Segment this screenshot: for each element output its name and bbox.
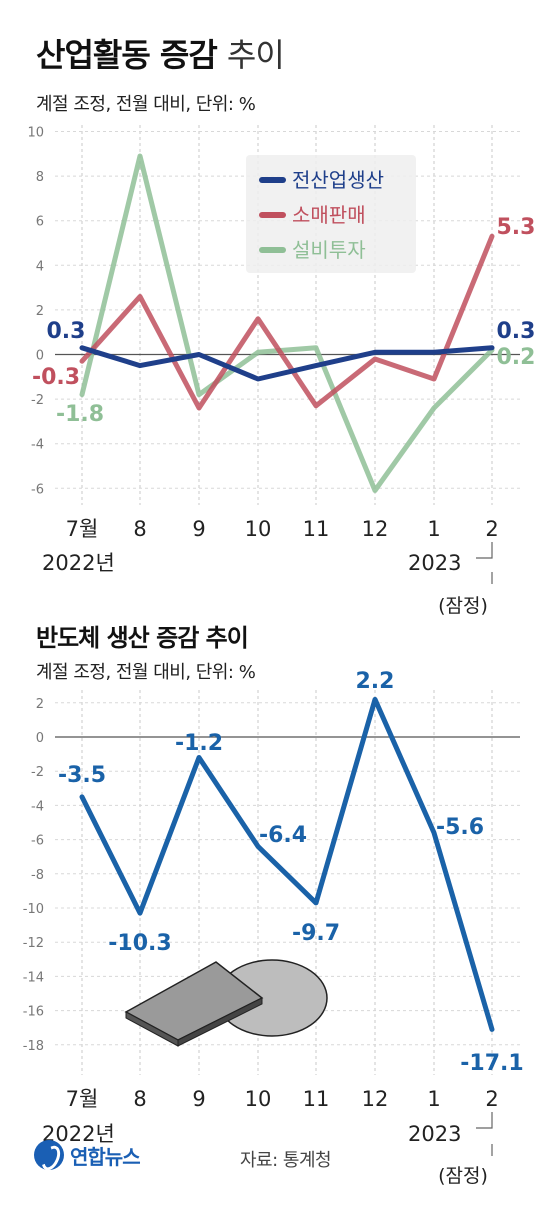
x-tick-label: 12 (362, 1087, 389, 1111)
x-tick-label: 12 (362, 517, 389, 541)
source-text: 자료: 통계청 (240, 1150, 332, 1171)
legend-label: 전산업생산 (292, 168, 384, 192)
y-tick-label: -6 (31, 482, 44, 497)
legend-label: 소매판매 (292, 203, 366, 227)
chart2-title: 반도체 생산 증감 추이 (36, 624, 249, 652)
chart2-subtitle: 계절 조정, 전월 대비, 단위: % (36, 662, 256, 683)
logo-text: 연합뉴스 (70, 1144, 141, 1169)
data-label: -1.2 (175, 731, 223, 756)
data-label: -1.8 (56, 402, 104, 427)
data-label: 2.2 (356, 669, 395, 694)
x-tick-label: 8 (133, 517, 146, 541)
legend-label: 설비투자 (292, 238, 366, 262)
legend-box (246, 155, 416, 273)
x-tick-label: 10 (245, 517, 272, 541)
x-tick-label: 9 (192, 1087, 205, 1111)
yonhap-emblem-icon (34, 1140, 64, 1170)
y-tick-label: -2 (31, 765, 44, 780)
data-label: -5.6 (436, 815, 484, 840)
y-tick-label: 4 (36, 259, 44, 274)
data-label: -17.1 (460, 1051, 523, 1076)
x-tick-label: 9 (192, 517, 205, 541)
data-label: 5.3 (497, 215, 536, 240)
x-tick-label: 8 (133, 1087, 146, 1111)
data-label: 0.3 (47, 319, 86, 344)
x-tick-label: 7월 (66, 517, 99, 541)
provisional-label: (잠정) (438, 1165, 488, 1187)
yonhap-logo: 연합뉴스 (34, 1140, 141, 1170)
y-tick-label: -12 (23, 936, 44, 951)
chart-title: 산업활동 증감 추이 (36, 30, 285, 76)
chart-subtitle: 계절 조정, 전월 대비, 단위: % (36, 94, 256, 115)
data-label: -0.3 (32, 365, 80, 390)
data-label: 0.3 (497, 319, 536, 344)
y-tick-label: -4 (31, 799, 44, 814)
x-tick-label: 2 (485, 517, 498, 541)
y-tick-label: 0 (36, 731, 44, 746)
year-label: 2023 (408, 551, 461, 575)
series-line-0 (79, 345, 495, 382)
y-tick-label: -18 (23, 1039, 44, 1054)
y-tick-label: -2 (31, 393, 44, 408)
data-label: -3.5 (58, 763, 106, 788)
y-tick-label: -16 (23, 1005, 44, 1020)
data-label: -10.3 (108, 931, 171, 956)
y-tick-label: -4 (31, 438, 44, 453)
y-tick-label: 2 (36, 697, 44, 712)
y-tick-label: 0 (36, 349, 44, 364)
data-label: -6.4 (259, 823, 307, 848)
title-light: 추이 (226, 36, 285, 74)
x-tick-label: 11 (303, 1087, 330, 1111)
y-tick-label: -8 (31, 868, 44, 883)
data-label: 0.2 (497, 345, 536, 370)
data-label: -9.7 (292, 921, 340, 946)
y-tick-label: 2 (36, 304, 44, 319)
y-tick-label: 10 (27, 126, 44, 141)
x-tick-label: 1 (427, 517, 440, 541)
year-bracket (476, 1112, 493, 1129)
x-tick-label: 7월 (66, 1087, 99, 1111)
provisional-label: (잠정) (438, 595, 488, 617)
series-line-1 (79, 233, 495, 411)
y-tick-label: -14 (23, 970, 44, 985)
x-tick-label: 11 (303, 517, 330, 541)
title-bold: 산업활동 증감 (36, 36, 218, 74)
year-bracket (476, 542, 493, 559)
y-tick-label: -6 (31, 834, 44, 849)
y-tick-label: -10 (23, 902, 44, 917)
x-tick-label: 10 (245, 1087, 272, 1111)
x-tick-label: 1 (427, 1087, 440, 1111)
x-tick-label: 2 (485, 1087, 498, 1111)
y-tick-label: 6 (36, 215, 44, 230)
y-tick-label: 8 (36, 170, 44, 185)
chip-edge-icon (177, 997, 263, 1047)
year-label: 2022년 (42, 551, 115, 575)
semiconductor-line (79, 696, 495, 1032)
year-label: 2023 (408, 1122, 461, 1146)
series-line-2 (79, 153, 495, 493)
